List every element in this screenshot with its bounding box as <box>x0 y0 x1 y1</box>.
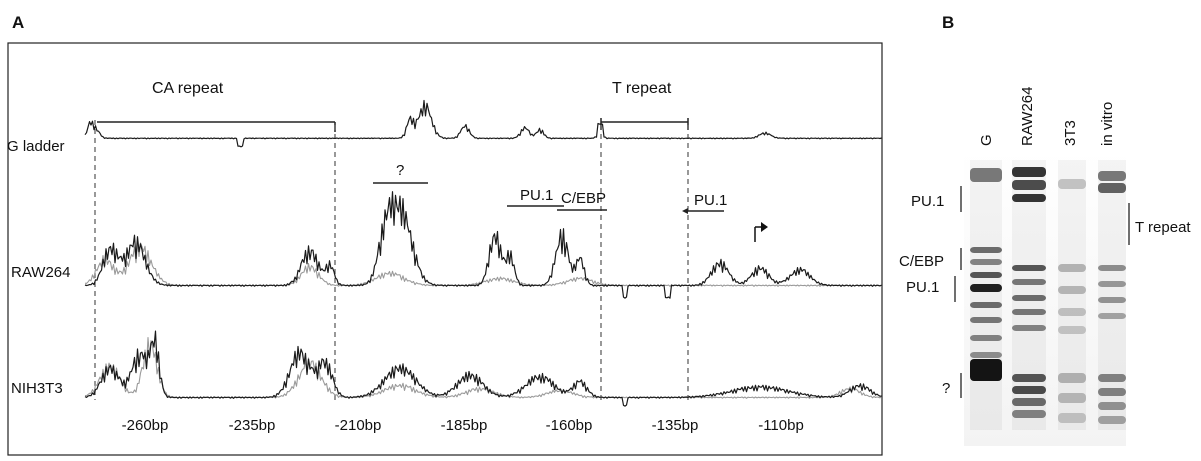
gel-band <box>970 284 1002 292</box>
unknown-site-label: ? <box>396 162 404 179</box>
tss-flag-icon <box>754 222 768 242</box>
t-repeat-side-label: T repeat <box>1135 219 1191 236</box>
track-label-raw264: RAW264 <box>11 264 70 281</box>
gel-band <box>1012 265 1046 271</box>
gel-band <box>1012 410 1046 418</box>
gel-band <box>1012 194 1046 202</box>
lane-labels: G RAW264 3T3 in vitro <box>978 87 1116 146</box>
x-tick: -135bp <box>652 417 699 434</box>
gel-lane-smear <box>970 160 1002 430</box>
x-tick: -260bp <box>122 417 169 434</box>
gel-band <box>1058 326 1086 334</box>
gel-band <box>1098 297 1126 303</box>
panel-a-frame <box>7 42 883 456</box>
trace-layer <box>84 99 882 407</box>
raw264-trace <box>84 191 882 299</box>
gel-band <box>1012 180 1046 190</box>
gel-band <box>1098 402 1126 410</box>
gel-lane-smear <box>1058 160 1086 430</box>
t-repeat-label: T repeat <box>612 80 672 97</box>
x-tick: -185bp <box>441 417 488 434</box>
pu1-right-label: PU.1 <box>694 192 727 209</box>
lane-label-in-vitro: in vitro <box>1099 102 1116 146</box>
gel-band <box>1012 295 1046 301</box>
gel-band <box>1058 373 1086 383</box>
gel-band <box>1098 281 1126 287</box>
cebp-label: C/EBP <box>561 190 606 207</box>
dashed-guides <box>94 120 689 400</box>
gel-band <box>970 259 1002 265</box>
gel-band <box>1012 398 1046 406</box>
band-label-pu1-upper: PU.1 <box>911 193 944 210</box>
x-tick: -235bp <box>229 417 276 434</box>
pu1-right-arrow <box>682 208 688 214</box>
gel-band <box>970 272 1002 278</box>
panel-b-label: B <box>942 13 954 32</box>
gel-band <box>970 168 1002 182</box>
panel-a-label: A <box>12 13 24 32</box>
gel-band <box>1098 416 1126 424</box>
x-axis: -260bp -235bp -210bp -185bp -160bp -135b… <box>122 417 804 434</box>
gel-band <box>970 359 1002 381</box>
gel-band <box>970 247 1002 253</box>
gel-band <box>1012 325 1046 331</box>
nih3t3-trace <box>84 330 882 407</box>
track-label-nih3t3: NIH3T3 <box>11 380 63 397</box>
nih3t3-trace-control <box>84 336 882 399</box>
gel-lane-smear <box>1098 160 1126 430</box>
gel-band <box>970 302 1002 308</box>
pu1-left-label: PU.1 <box>520 187 553 204</box>
band-label-unknown: ? <box>942 380 950 397</box>
gel-band <box>1098 183 1126 193</box>
gel-band <box>1058 264 1086 272</box>
gel-bands <box>970 160 1126 430</box>
track-label-g-ladder: G ladder <box>7 138 65 155</box>
gel-band <box>1012 374 1046 382</box>
gel-band <box>1012 279 1046 285</box>
gel-band <box>970 317 1002 323</box>
gel-band <box>1098 265 1126 271</box>
gel-band <box>1098 313 1126 319</box>
gel-band <box>1058 179 1086 189</box>
gel-band <box>1098 374 1126 382</box>
gel-band <box>1058 413 1086 423</box>
gel-band <box>970 352 1002 358</box>
gel-band <box>970 335 1002 341</box>
gel-band <box>1012 386 1046 394</box>
x-tick: -110bp <box>758 417 804 434</box>
g-ladder-trace <box>84 99 882 148</box>
gel-band <box>1098 388 1126 396</box>
gel-band <box>1058 308 1086 316</box>
gel-band <box>1012 309 1046 315</box>
gel-lane-smear <box>1012 160 1046 430</box>
band-label-pu1-lower: PU.1 <box>906 279 939 296</box>
lane-label-raw264: RAW264 <box>1019 87 1036 146</box>
gel-band <box>1058 286 1086 294</box>
gel-band <box>1098 171 1126 181</box>
band-label-cebp: C/EBP <box>899 253 944 270</box>
x-tick: -210bp <box>335 417 382 434</box>
ca-repeat-label: CA repeat <box>152 80 224 97</box>
lane-label-g: G <box>978 134 995 146</box>
lane-label-3t3: 3T3 <box>1062 120 1079 146</box>
gel-band <box>1058 393 1086 403</box>
gel-band <box>1012 167 1046 177</box>
x-tick: -160bp <box>546 417 593 434</box>
